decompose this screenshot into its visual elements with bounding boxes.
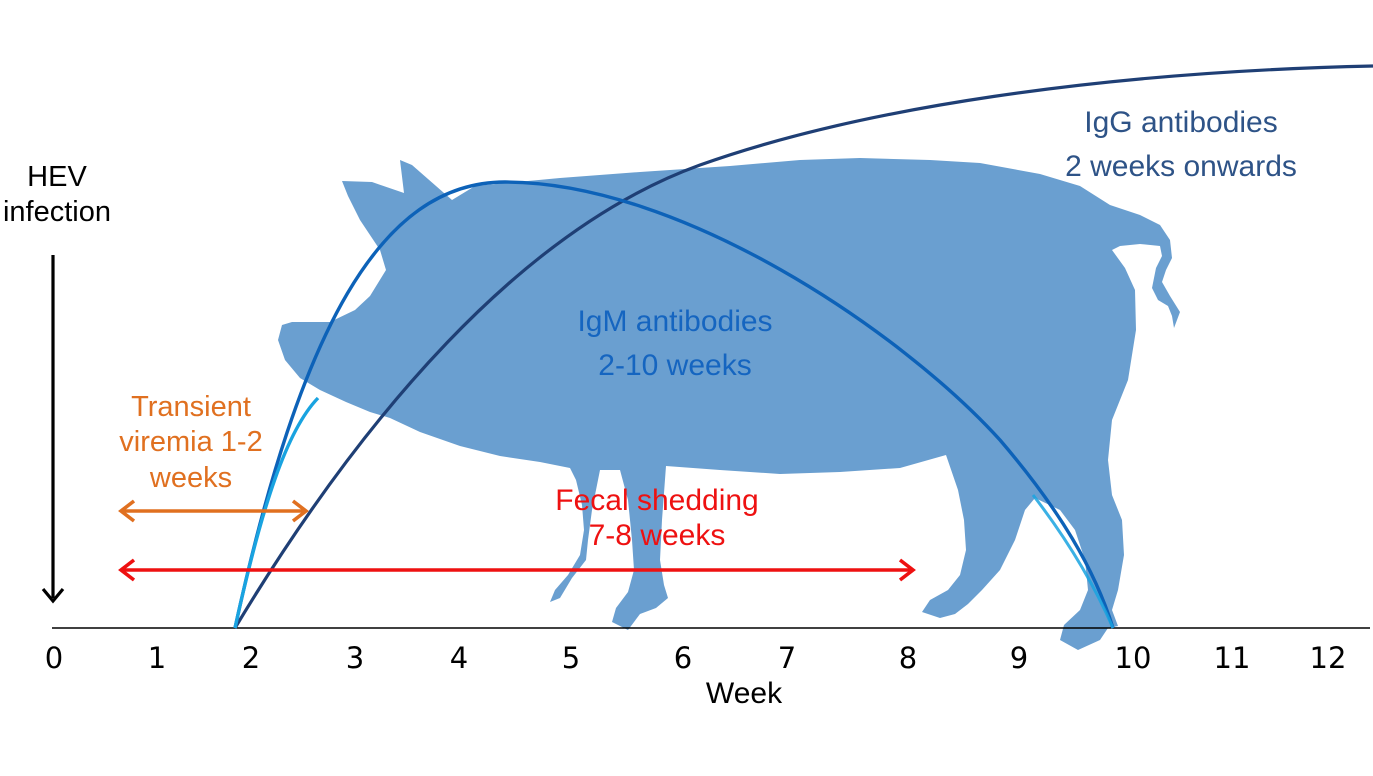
igm-curve-outside-start xyxy=(233,396,320,629)
tick-0: 0 xyxy=(44,641,64,675)
tick-7: 7 xyxy=(777,641,797,675)
viremia-label-line-1: Transient xyxy=(131,391,251,423)
igg-curve xyxy=(233,64,1373,629)
fecal-shedding-label: Fecal shedding 7-8 weeks xyxy=(527,483,787,554)
fecal-label-line-1: Fecal shedding xyxy=(555,484,759,517)
tick-9: 9 xyxy=(1009,641,1029,675)
igm-label-line-1: IgM antibodies xyxy=(577,305,773,338)
hev-infection-label: HEV infection xyxy=(0,160,122,231)
igm-curve-outside-end xyxy=(1031,494,1115,629)
pig-silhouette xyxy=(278,158,1180,650)
tick-5: 5 xyxy=(561,641,581,675)
tick-11: 11 xyxy=(1213,641,1251,675)
igm-antibodies-label: IgM antibodies 2-10 weeks xyxy=(545,300,805,387)
tick-3: 3 xyxy=(345,641,365,675)
tick-2: 2 xyxy=(241,641,261,675)
tick-8: 8 xyxy=(898,641,918,675)
x-axis-label: Week xyxy=(705,677,783,710)
tick-6: 6 xyxy=(673,641,693,675)
igg-label-line-1: IgG antibodies xyxy=(1084,106,1278,139)
fecal-shedding-double-arrow-icon xyxy=(118,558,916,582)
viremia-label-line-2: viremia 1-2 xyxy=(119,426,263,459)
tick-10: 10 xyxy=(1114,641,1152,675)
tick-1: 1 xyxy=(147,641,167,675)
tick-4: 4 xyxy=(449,641,469,675)
viremia-label-line-3: weeks xyxy=(149,461,233,494)
viremia-double-arrow-icon xyxy=(118,499,309,523)
viremia-label: Transient viremia 1-2 weeks xyxy=(96,390,286,496)
fecal-label-line-2: 7-8 weeks xyxy=(588,519,726,553)
tick-12: 12 xyxy=(1309,641,1347,675)
infection-down-arrow-icon xyxy=(41,255,65,604)
igm-curve xyxy=(233,180,1115,629)
infection-label-line-1: HEV xyxy=(27,161,87,193)
igm-label-line-2: 2-10 weeks xyxy=(598,348,752,382)
igg-label-line-2: 2 weeks onwards xyxy=(1065,149,1297,183)
infection-label-line-2: infection xyxy=(2,196,111,229)
igg-antibodies-label: IgG antibodies 2 weeks onwards xyxy=(1036,101,1326,188)
